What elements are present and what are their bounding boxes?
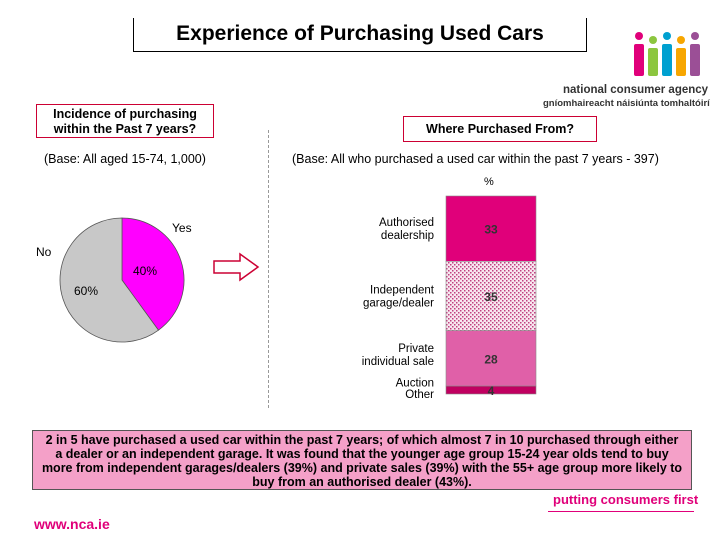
pie-value-no: 60% <box>74 284 98 298</box>
logo-figure-head <box>663 32 671 40</box>
summary-box: 2 in 5 have purchased a used car within … <box>32 430 692 490</box>
logo-figure-body <box>690 44 700 76</box>
nca-logo-icon <box>634 32 700 76</box>
pie-slice-yes <box>121 217 185 331</box>
bar-value-label: 33 <box>484 223 498 237</box>
right-base-text: (Base: All who purchased a used car with… <box>292 152 659 166</box>
brand-name: national consumer agency <box>563 84 709 96</box>
bar-segment <box>445 261 537 331</box>
logo-figure-body <box>634 44 644 76</box>
pie-value-yes: 40% <box>133 264 157 278</box>
bar-category-label: Independent garage/dealer <box>363 284 435 309</box>
logo-figure-body <box>676 48 686 76</box>
website-link[interactable]: www.nca.ie <box>34 516 110 532</box>
unit-label: % <box>484 176 494 188</box>
logo-figure-body <box>662 44 672 76</box>
bar-category-label: Authorised dealership <box>379 217 434 242</box>
left-base-text: (Base: All aged 15-74, 1,000) <box>44 152 206 166</box>
pie-slice-no <box>59 217 160 343</box>
logo-figure-head <box>635 32 643 40</box>
logo-figure-head <box>649 36 657 44</box>
bar-value-label: 4 <box>488 384 495 398</box>
pie-label-yes: Yes <box>172 221 192 235</box>
footer-rule <box>548 511 694 512</box>
pie-chart: Yes No 40% 60% <box>36 217 192 343</box>
bar-segment <box>445 195 537 262</box>
bar-value-label: 35 <box>484 290 498 304</box>
logo-figure-body <box>648 48 658 76</box>
logo-figure-head <box>677 36 685 44</box>
bar-segment <box>445 330 537 387</box>
right-arrow-icon <box>213 252 260 282</box>
stacked-bar-chart: 33 35 28 4 Authorised dealership Independent ga… <box>362 195 537 401</box>
panel-divider <box>268 130 269 408</box>
bar-value-label: 28 <box>484 352 498 366</box>
logo-figure-head <box>691 32 699 40</box>
page-title: Experience of Purchasing Used Cars <box>133 18 587 52</box>
bar-category-label: Private individual sale <box>362 343 434 368</box>
bar-segment <box>445 385 537 395</box>
left-question-box: Incidence of purchasing within the Past … <box>36 104 214 138</box>
brand-name-irish: gníomhaireacht náisiúnta tomhaltóirí <box>543 98 710 109</box>
pie-label-no: No <box>36 245 52 259</box>
right-question-box: Where Purchased From? <box>403 116 597 142</box>
bar-category-label: Other <box>405 389 434 401</box>
bar-category-label: Auction <box>396 377 434 389</box>
tagline: putting consumers first <box>553 492 699 507</box>
